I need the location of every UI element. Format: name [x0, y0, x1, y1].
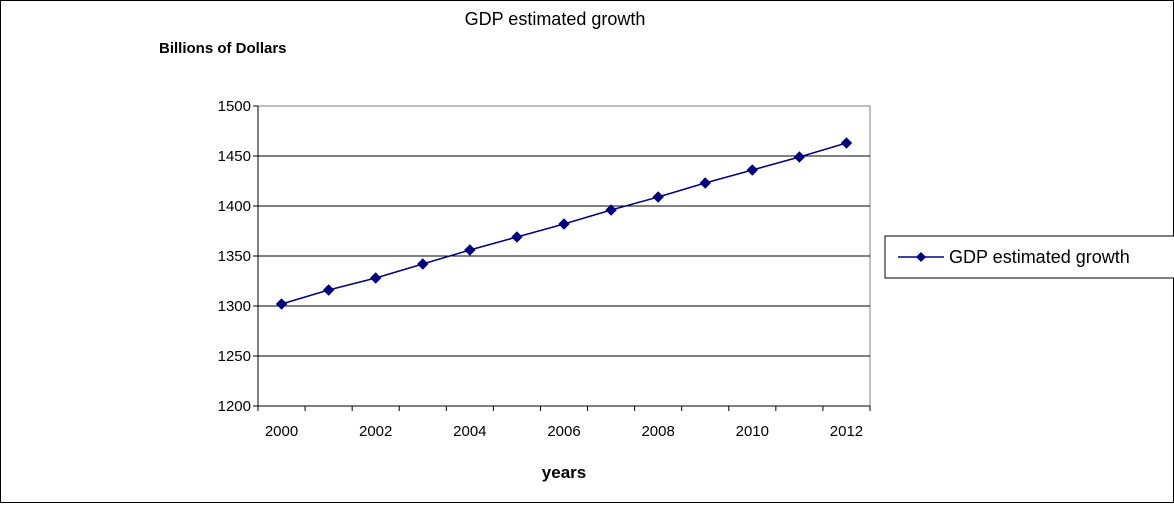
- y-tick-label-1350: 1350: [218, 248, 251, 265]
- y-tick-label-1200: 1200: [218, 398, 251, 415]
- data-point-marker: [840, 137, 853, 149]
- y-tick-label-1500: 1500: [218, 98, 251, 115]
- data-point-marker: [652, 191, 664, 203]
- x-tick-label-2010: 2010: [736, 423, 769, 440]
- gridlines: [258, 155, 870, 357]
- x-axis-title: years: [542, 463, 586, 482]
- x-tick-label-2008: 2008: [641, 423, 674, 440]
- y-tick-label-1250: 1250: [218, 348, 251, 365]
- legend: GDP estimated growth: [884, 235, 1174, 279]
- legend-marker-diamond: [916, 252, 926, 262]
- data-point-marker: [605, 204, 617, 216]
- x-tick-label-2000: 2000: [265, 423, 298, 440]
- y-tick-label-1450: 1450: [218, 148, 251, 165]
- data-point-marker: [746, 164, 759, 176]
- y-tick-label-1300: 1300: [218, 298, 251, 315]
- data-point-marker: [699, 177, 711, 189]
- data-point-marker: [275, 298, 288, 310]
- x-axis-ticks: 2000 2002 2004 2006 2008 2010 2012: [257, 406, 871, 440]
- data-point-marker: [322, 284, 335, 296]
- data-point-marker: [511, 231, 523, 243]
- data-point-marker: [369, 272, 382, 284]
- y-axis-ticks: 1200 1250 1300 1350 1400 1450 1500: [218, 98, 258, 415]
- data-point-marker: [558, 218, 570, 230]
- y-tick-label-1400: 1400: [218, 198, 251, 215]
- chart-title: GDP estimated growth: [465, 9, 646, 29]
- series-layer: [275, 137, 853, 310]
- data-point-marker: [793, 151, 806, 163]
- y-axis-title: Billions of Dollars: [159, 40, 287, 57]
- x-tick-label-2002: 2002: [359, 423, 392, 440]
- x-tick-label-2006: 2006: [547, 423, 580, 440]
- data-point-marker: [464, 244, 476, 256]
- data-point-marker: [417, 258, 429, 270]
- x-tick-label-2004: 2004: [453, 423, 486, 440]
- x-tick-label-2012: 2012: [830, 423, 863, 440]
- legend-label: GDP estimated growth: [949, 247, 1130, 267]
